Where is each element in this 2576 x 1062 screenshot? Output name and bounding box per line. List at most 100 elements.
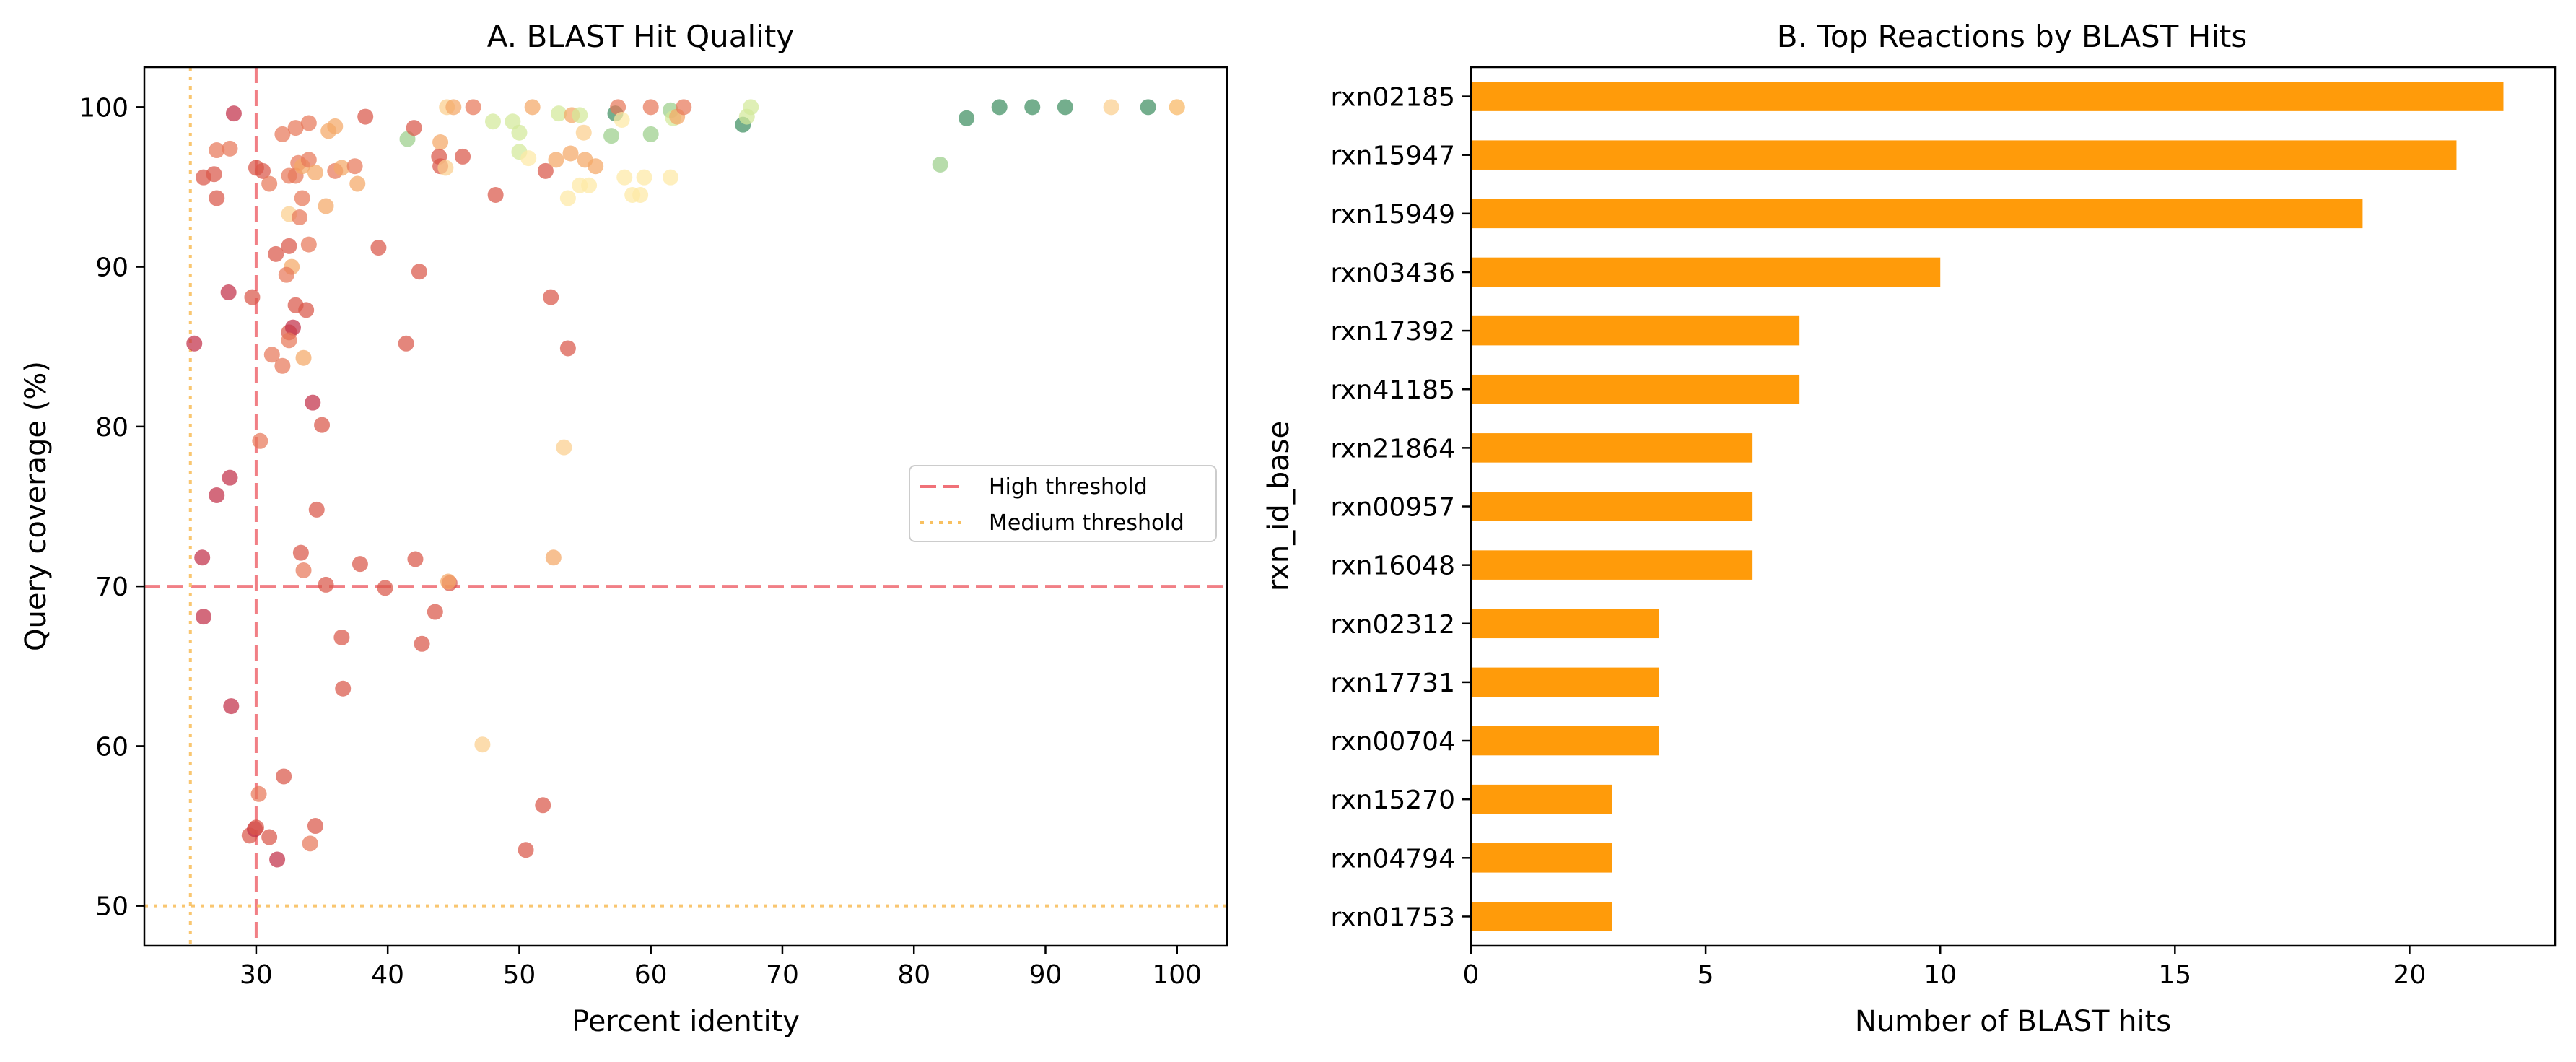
scatter-point: [209, 487, 225, 504]
legend-label-medium-threshold: Medium threshold: [989, 510, 1184, 536]
scatter-point: [300, 152, 317, 168]
bar-category-label: rxn15949: [1331, 200, 1455, 230]
scatter-point: [556, 439, 572, 456]
bar-series: [1471, 82, 2504, 931]
scatter-point: [377, 580, 393, 596]
bar-category-label: rxn04794: [1331, 844, 1455, 874]
bar-rxn04794: [1471, 843, 1612, 873]
scatter-point: [287, 120, 304, 136]
scatter-point: [406, 120, 422, 136]
scatter-point: [281, 332, 297, 349]
bar-rxn02312: [1471, 609, 1659, 639]
scatter-point: [295, 562, 312, 579]
scatter-point: [302, 835, 318, 852]
scatter-point: [284, 319, 301, 336]
scatter-legend: High threshold Medium threshold: [909, 465, 1217, 542]
bar-category-label: rxn17731: [1331, 669, 1455, 698]
scatter-point: [370, 240, 387, 256]
scatter-x-tick-label: 30: [240, 960, 273, 990]
scatter-y-ticks: 50 60 70 80 90 100: [79, 93, 144, 922]
scatter-point: [1057, 99, 1073, 116]
scatter-x-tick-label: 50: [503, 960, 536, 990]
scatter-point: [209, 142, 225, 159]
scatter-point: [575, 124, 592, 141]
scatter-point: [614, 112, 630, 129]
scatter-point: [292, 209, 308, 225]
bar-x-tick-label: 0: [1463, 960, 1480, 990]
scatter-point: [520, 150, 537, 167]
scatter-point: [642, 99, 659, 116]
scatter-point: [545, 549, 562, 566]
scatter-point: [335, 680, 352, 697]
scatter-point: [222, 469, 238, 486]
scatter-point: [222, 140, 238, 157]
scatter-point: [581, 177, 598, 193]
bar-x-tick-label: 5: [1698, 960, 1714, 990]
scatter-x-tick-label: 90: [1029, 960, 1062, 990]
bar-x-ticks: 0 5 10 15 20: [1463, 946, 2427, 990]
scatter-point: [281, 238, 297, 254]
threshold-lines: [144, 67, 1227, 946]
scatter-point: [294, 190, 310, 206]
scatter-x-tick-label: 60: [634, 960, 668, 990]
scatter-point: [357, 108, 374, 125]
scatter-point: [535, 797, 551, 814]
scatter-point: [333, 629, 350, 645]
bar-category-label: rxn17392: [1331, 317, 1455, 347]
scatter-point: [432, 134, 449, 150]
scatter-plot-frame: [143, 66, 1228, 947]
scatter-y-tick-label: 90: [95, 253, 128, 283]
scatter-point: [346, 158, 363, 175]
legend-label-high-threshold: High threshold: [989, 474, 1148, 500]
bar-panel: B. Top Reactions by BLAST Hits 0 5 10 15 20 …: [1262, 19, 2557, 1038]
scatter-point: [465, 99, 481, 116]
bar-rxn01753: [1471, 902, 1612, 931]
bar-x-tick-label: 10: [1924, 960, 1957, 990]
scatter-point: [537, 162, 554, 179]
scatter-point: [250, 785, 267, 802]
scatter-point: [440, 573, 457, 590]
bar-x-tick-label: 20: [2393, 960, 2427, 990]
scatter-point: [186, 335, 203, 352]
scatter-x-tick-label: 40: [371, 960, 404, 990]
bar-category-label: rxn00704: [1331, 727, 1455, 757]
scatter-point: [308, 501, 325, 518]
scatter-y-tick-label: 100: [79, 93, 128, 123]
scatter-point: [276, 768, 292, 785]
scatter-point: [305, 394, 321, 411]
scatter-point: [333, 160, 350, 176]
bar-category-label: rxn15947: [1331, 142, 1455, 171]
bar-x-tick-label: 15: [2158, 960, 2191, 990]
scatter-x-ticks: 30 40 50 60 70 80 90 100: [240, 946, 1202, 990]
scatter-point: [300, 115, 317, 131]
scatter-y-tick-label: 60: [95, 732, 128, 762]
bar-category-label: rxn21864: [1331, 434, 1455, 463]
scatter-point: [636, 169, 652, 186]
scatter-point: [616, 169, 633, 186]
scatter-x-axis-label: Percent identity: [572, 1005, 800, 1038]
bar-rxn17392: [1471, 315, 1800, 346]
bar-rxn21864: [1471, 433, 1753, 463]
scatter-point: [220, 284, 237, 300]
scatter-point: [223, 698, 240, 715]
scatter-y-tick-label: 50: [95, 892, 128, 922]
scatter-point: [248, 819, 264, 836]
scatter-point: [274, 357, 291, 374]
bar-category-label: rxn03436: [1331, 258, 1455, 288]
scatter-point: [663, 169, 679, 186]
scatter-x-tick-label: 100: [1152, 960, 1202, 990]
scatter-point: [562, 145, 579, 162]
scatter-point: [959, 110, 975, 126]
scatter-point: [1103, 99, 1119, 116]
bar-category-label: rxn02312: [1331, 610, 1455, 640]
scatter-point: [743, 99, 759, 116]
bar-rxn03436: [1471, 257, 1941, 287]
legend-box: [909, 465, 1217, 542]
bar-y-axis-label: rxn_id_base: [1262, 421, 1296, 591]
scatter-point: [414, 635, 430, 652]
scatter-point: [263, 347, 280, 363]
scatter-point: [274, 126, 291, 142]
scatter-point: [318, 576, 334, 593]
scatter-title: A. BLAST Hit Quality: [487, 19, 794, 54]
